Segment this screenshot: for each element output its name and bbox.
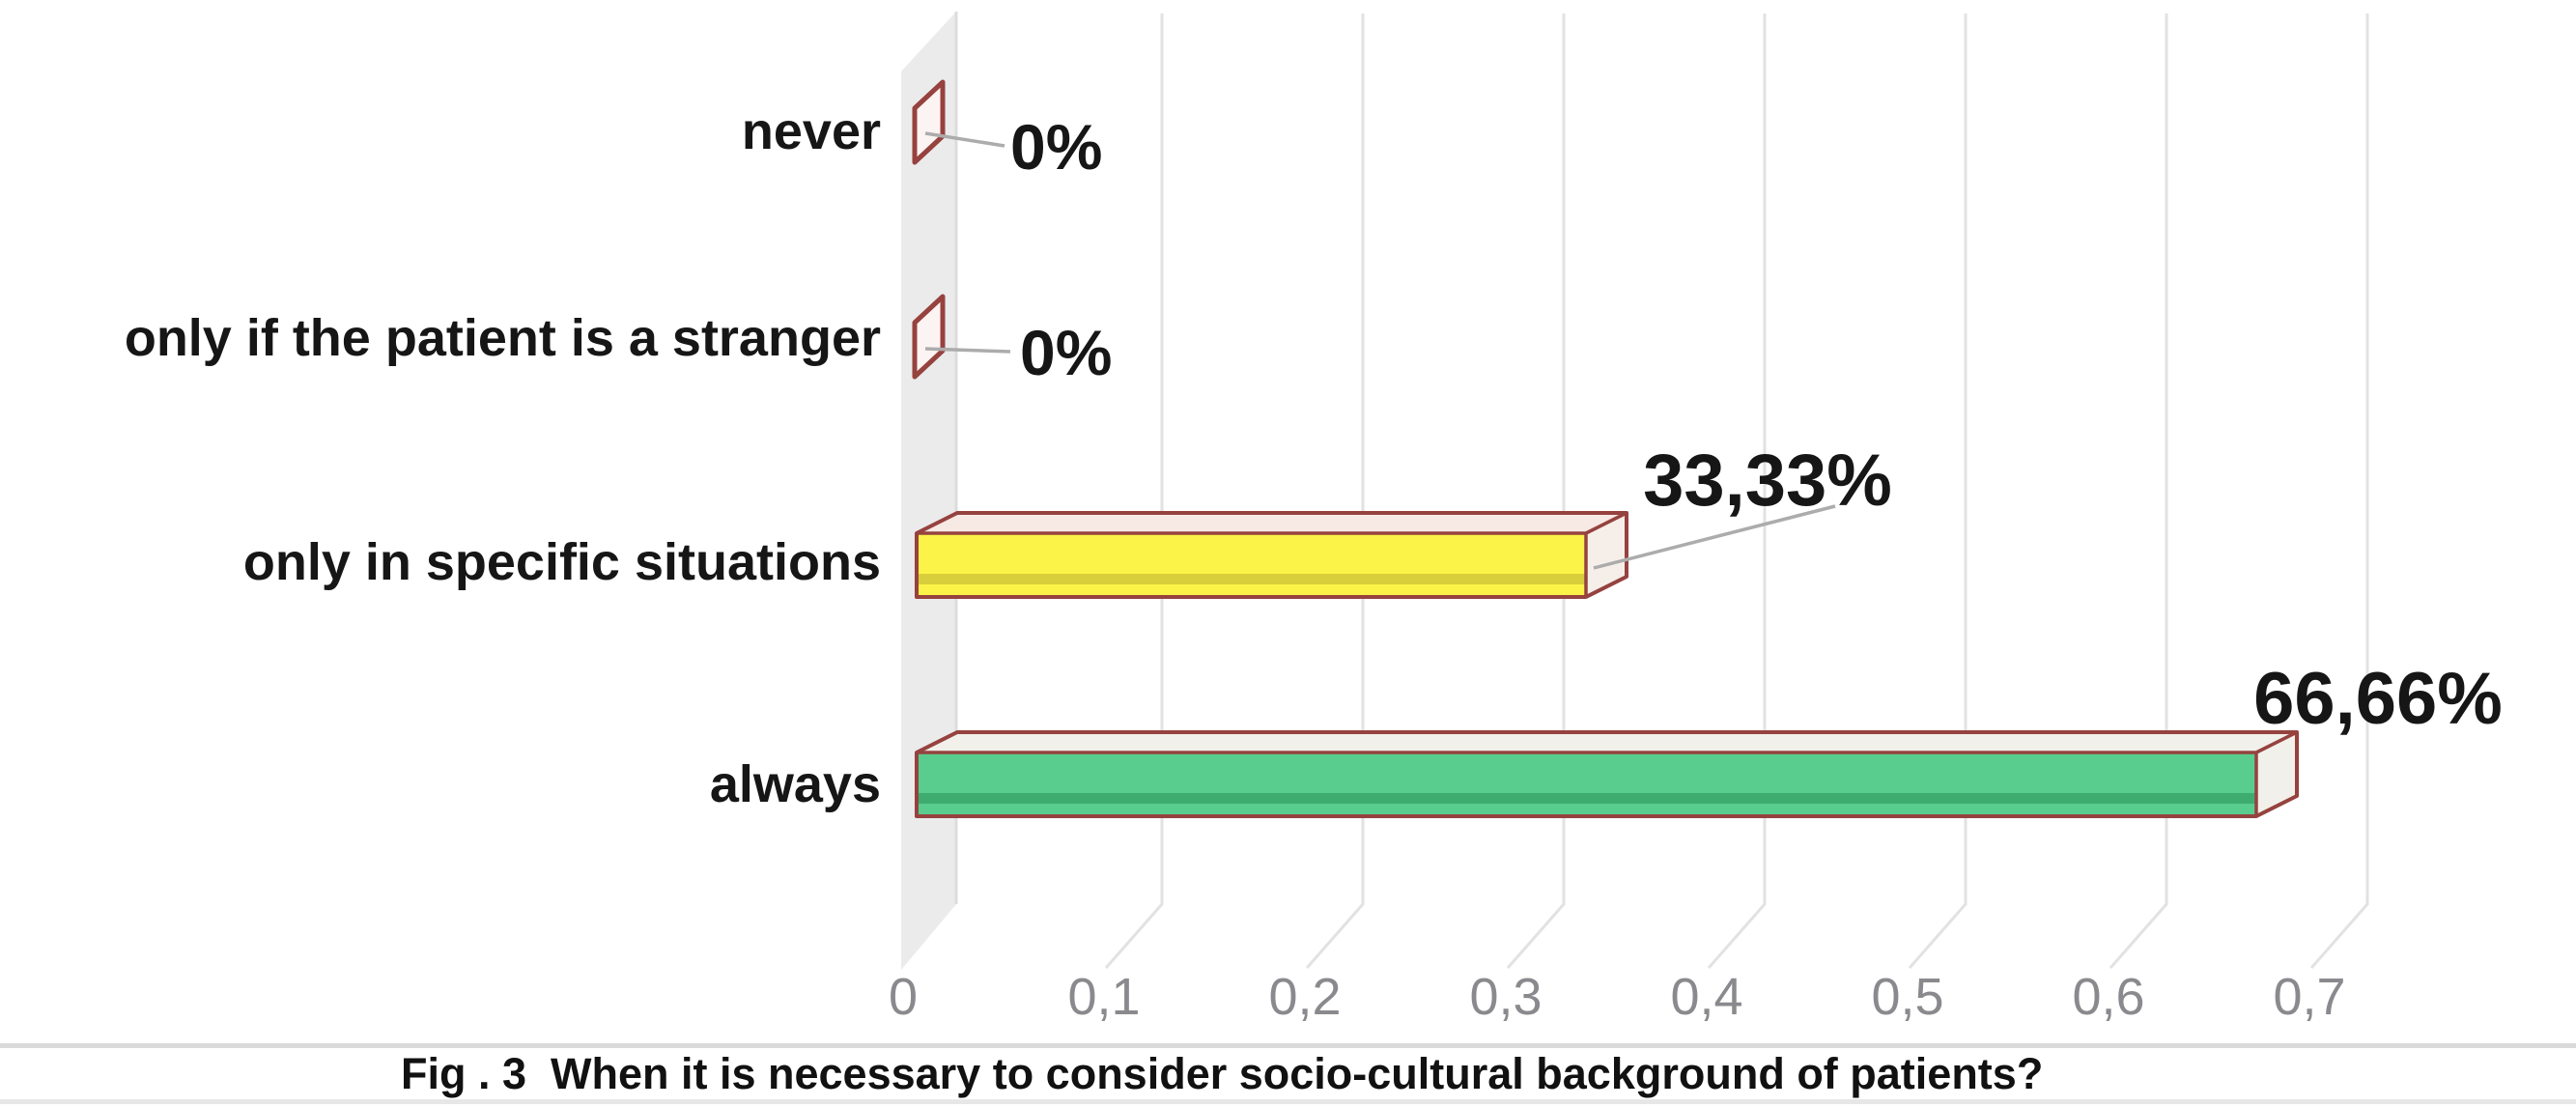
bottom-edge-line (0, 1099, 2576, 1104)
category-label-2: only in specific situations (242, 533, 881, 591)
gridline-6 (2109, 14, 2168, 969)
leader-line-0 (924, 131, 1005, 148)
bar-top-face-2 (917, 513, 1627, 533)
category-label-3: always (709, 755, 881, 813)
value-label-3: 66,66% (2253, 658, 2503, 740)
bar-front-face-3 (917, 752, 2256, 816)
bar-inner-edges-2 (917, 511, 1628, 597)
gridline-3 (1506, 14, 1566, 969)
x-tick-label-6: 0,6 (2072, 968, 2145, 1026)
leader-line-2 (1593, 504, 1836, 570)
caption-divider-line (0, 1043, 2576, 1048)
value-label-2: 33,33% (1643, 440, 1892, 522)
gridline-5 (1908, 14, 1967, 969)
category-label-1: only if the patient is a stranger (124, 309, 881, 367)
gridline-1 (1104, 14, 1164, 969)
leader-line-1 (924, 347, 1011, 354)
bar-front-face-2 (917, 533, 1586, 597)
bar-top-face-3 (917, 732, 2297, 752)
x-tick-label-1: 0,1 (1067, 968, 1141, 1026)
bar-end-cap-3 (2256, 732, 2297, 816)
gridline-7 (2309, 14, 2369, 969)
x-tick-label-5: 0,5 (1871, 968, 1944, 1026)
x-tick-label-3: 0,3 (1469, 968, 1543, 1026)
bar-inner-edges-3 (917, 730, 2298, 816)
x-tick-label-0: 0 (888, 968, 919, 1026)
gridline-4 (1707, 14, 1767, 969)
x-tick-label-7: 0,7 (2273, 968, 2346, 1026)
category-label-0: never (741, 102, 881, 160)
bar-end-cap-2 (1586, 513, 1627, 597)
gridline-2 (1305, 14, 1365, 969)
figure-caption: Fig . 3 When it is necessary to consider… (401, 1049, 2044, 1098)
x-tick-label-4: 0,4 (1670, 968, 1743, 1026)
axis-wall (901, 12, 956, 970)
value-label-1: 0% (1020, 317, 1113, 388)
x-tick-label-2: 0,2 (1268, 968, 1342, 1026)
bar-shade-band-3 (917, 793, 2256, 804)
value-label-0: 0% (1010, 111, 1103, 183)
bar-shade-band-2 (917, 574, 1586, 584)
